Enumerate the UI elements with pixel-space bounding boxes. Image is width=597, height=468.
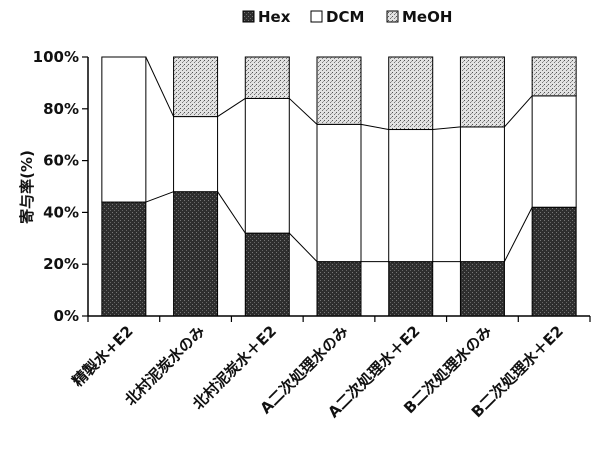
plot-area: 0%20%40%60%80%100%精製水+E2北村泥炭水のみ北村泥炭水＋E2A… (33, 48, 591, 421)
bar-meoh (173, 56, 219, 118)
bar-dcm (388, 129, 434, 263)
y-tick-label: 60% (43, 152, 79, 170)
legend: Hex DCM MeOH (242, 8, 452, 26)
bar-meoh (459, 56, 505, 128)
bar-dcm (459, 126, 505, 263)
bar-dcm (531, 95, 577, 208)
bar-dcm (316, 123, 362, 263)
legend-item-dcm: DCM (310, 8, 364, 26)
y-tick-label: 80% (43, 100, 79, 118)
y-tick-label: 0% (54, 307, 79, 325)
series-line-dcm (145, 56, 175, 117)
series-line-dcm (432, 126, 461, 131)
bar-dcm (173, 116, 219, 193)
legend-swatch-meoh (386, 10, 399, 23)
bar-meoh (531, 56, 577, 97)
legend-label-hex: Hex (258, 8, 291, 26)
bar-dcm (101, 56, 147, 203)
legend-item-hex: Hex (242, 8, 291, 26)
series-line-dcm (504, 95, 533, 128)
legend-swatch-hex (242, 10, 255, 23)
legend-item-meoh: MeOH (386, 8, 452, 26)
series-line-hex (288, 232, 318, 262)
series-line-hex (503, 206, 533, 262)
legend-label-dcm: DCM (326, 8, 364, 26)
legend-swatch-dcm (310, 10, 323, 23)
legend-label-meoh: MeOH (402, 8, 452, 26)
x-tick-label: 精製水+E2 (69, 322, 137, 390)
bar-hex (173, 191, 219, 317)
y-axis-label: 寄与率(%) (18, 150, 36, 224)
y-tick-label: 100% (33, 48, 79, 66)
bar-meoh (244, 56, 290, 99)
bar-hex (101, 201, 147, 317)
y-tick-label: 40% (43, 203, 79, 221)
series-line-hex (145, 191, 174, 203)
series-line-dcm (288, 98, 318, 125)
bar-hex (531, 206, 577, 317)
series-line-hex (217, 191, 246, 234)
bar-hex (388, 261, 434, 317)
bar-meoh (388, 56, 434, 131)
bar-meoh (316, 56, 362, 125)
bar-hex (316, 261, 362, 317)
bar-hex (244, 232, 290, 317)
y-tick-label: 20% (43, 255, 79, 273)
bar-dcm (244, 97, 290, 234)
series-line-dcm (217, 98, 246, 117)
bar-hex (459, 261, 505, 317)
series-line-dcm (360, 123, 389, 131)
